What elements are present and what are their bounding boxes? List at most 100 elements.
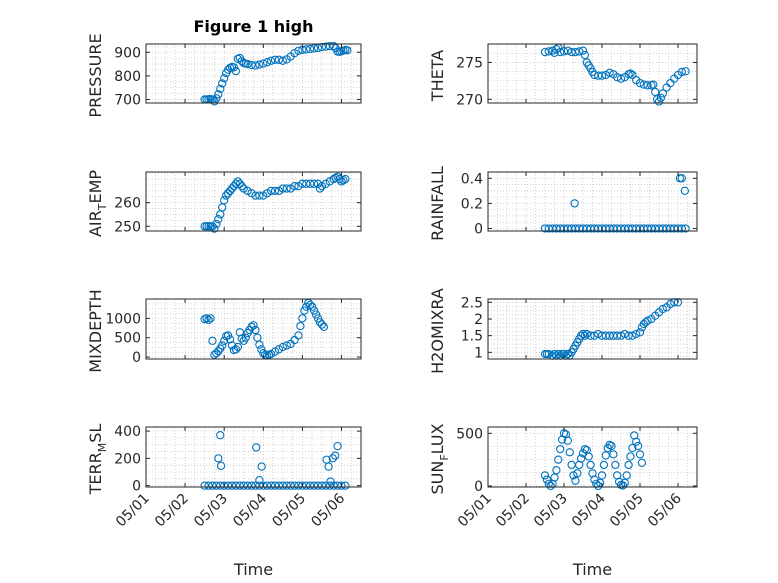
- data-point: [546, 481, 555, 491]
- data-point: [239, 481, 248, 490]
- data-point: [302, 302, 311, 311]
- data-point: [580, 50, 590, 60]
- data-point: [597, 71, 607, 80]
- data-point: [309, 44, 319, 53]
- data-point: [296, 321, 305, 331]
- data-point: [651, 87, 660, 97]
- data-point: [214, 454, 223, 463]
- data-point: [649, 80, 658, 89]
- axes-box: [487, 426, 698, 488]
- y-tick-label: 1: [474, 345, 483, 361]
- data-point: [247, 60, 256, 70]
- data-point: [329, 41, 338, 51]
- y-tick-label: 0.2: [461, 196, 483, 212]
- y-tick-label: 700: [114, 92, 141, 108]
- data-point: [328, 454, 337, 463]
- data-point: [563, 349, 572, 359]
- data-point: [317, 42, 327, 52]
- data-point: [658, 89, 667, 98]
- data-point: [266, 56, 276, 65]
- y-axis-label: AIRTEMP: [86, 170, 109, 237]
- data-point: [317, 320, 327, 329]
- y-tick-label: 2.5: [461, 295, 483, 311]
- data-point: [263, 58, 272, 67]
- data-point: [637, 458, 647, 467]
- data-point: [628, 331, 637, 340]
- data-point: [580, 331, 590, 340]
- data-point: [255, 60, 264, 69]
- data-point: [235, 481, 244, 490]
- data-point: [563, 436, 572, 445]
- data-point: [578, 329, 588, 339]
- data-point: [298, 314, 307, 323]
- plot-area: [146, 172, 361, 231]
- data-point: [220, 196, 229, 205]
- data-point: [311, 310, 321, 319]
- data-point: [565, 448, 574, 457]
- data-point: [677, 174, 686, 183]
- data-point: [677, 67, 686, 77]
- x-axis-label: Time: [233, 560, 273, 579]
- data-point: [680, 186, 689, 195]
- data-point: [282, 184, 291, 193]
- subplot-grid: 700 800 900 PRESSURE Figure 1 high 270 275 THET…: [86, 17, 698, 579]
- data-point: [243, 481, 252, 490]
- data-point: [309, 306, 319, 315]
- data-point: [282, 481, 291, 490]
- data-point: [220, 336, 229, 345]
- data-point: [681, 224, 690, 233]
- data-point: [337, 481, 346, 490]
- axes-box: [487, 298, 698, 360]
- data-point: [270, 186, 280, 196]
- axes-box: [145, 426, 362, 488]
- data-point: [335, 174, 344, 184]
- data-point: [635, 78, 645, 88]
- data-point: [212, 481, 221, 490]
- data-point: [317, 481, 327, 490]
- data-point: [298, 179, 307, 188]
- data-point: [218, 341, 227, 350]
- data-point: [552, 466, 561, 475]
- data-point: [278, 481, 287, 490]
- data-point: [294, 46, 303, 55]
- data-point: [575, 47, 584, 56]
- y-tick-label: 0.4: [461, 171, 483, 187]
- data-point: [573, 469, 582, 478]
- data-point: [231, 481, 241, 490]
- axes-box: [145, 298, 362, 360]
- y-tick-label: 1.5: [461, 329, 483, 345]
- data-point: [570, 199, 579, 208]
- y-tick-label: 2: [474, 312, 483, 328]
- data-point: [333, 441, 342, 451]
- y-tick-label: 800: [114, 69, 141, 85]
- data-point: [278, 56, 287, 65]
- data-point: [286, 481, 295, 490]
- data-point: [319, 322, 329, 332]
- data-point: [298, 481, 307, 490]
- data-point: [274, 481, 284, 490]
- data-point: [544, 47, 553, 56]
- data-point: [635, 450, 645, 459]
- data-point: [620, 329, 629, 339]
- y-tick-label: 500: [456, 426, 483, 442]
- data-point: [302, 179, 311, 188]
- data-point: [251, 325, 260, 335]
- data-point: [626, 452, 635, 461]
- data-point: [278, 342, 287, 352]
- data-point: [255, 191, 264, 200]
- data-point: [331, 451, 340, 460]
- y-tick-label: 900: [114, 45, 141, 61]
- data-point: [586, 460, 595, 470]
- data-point: [315, 184, 325, 193]
- data-point: [556, 47, 565, 57]
- data-point: [218, 79, 227, 88]
- data-point: [237, 334, 246, 343]
- axes-box: [487, 171, 698, 232]
- data-point: [306, 300, 315, 309]
- data-point: [656, 93, 666, 102]
- data-point: [628, 443, 637, 453]
- y-axis-label: THETA: [428, 50, 447, 102]
- data-point: [204, 315, 213, 325]
- data-point: [326, 477, 335, 486]
